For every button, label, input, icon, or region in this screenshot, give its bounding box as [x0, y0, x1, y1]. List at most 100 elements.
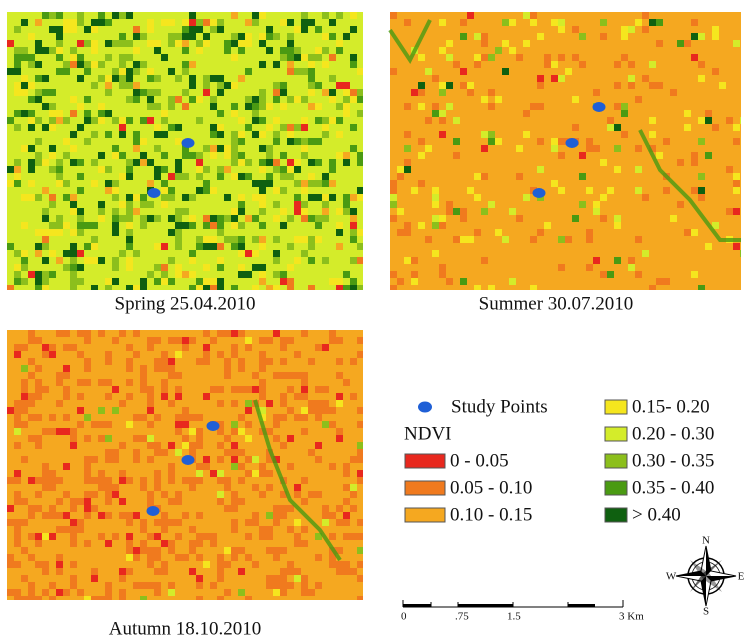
map-pixel — [133, 407, 140, 414]
map-pixel — [91, 365, 98, 372]
map-pixel — [238, 264, 245, 271]
map-pixel — [558, 138, 565, 145]
map-pixel — [404, 103, 411, 110]
map-pixel — [446, 243, 453, 250]
map-pixel — [315, 131, 322, 138]
map-pixel — [168, 194, 175, 201]
map-pixel — [168, 540, 175, 547]
map-pixel — [509, 215, 516, 222]
map-pixel — [245, 285, 252, 290]
map-pixel — [322, 173, 329, 180]
map-pixel — [77, 393, 84, 400]
map-pixel — [238, 386, 245, 393]
map-pixel — [84, 582, 91, 589]
map-pixel — [203, 512, 210, 519]
map-pixel — [565, 201, 572, 208]
map-pixel — [635, 215, 642, 222]
map-pixel — [217, 166, 224, 173]
map-pixel — [593, 208, 600, 215]
map-pixel — [147, 533, 154, 540]
map-pixel — [273, 138, 280, 145]
map-pixel — [105, 166, 112, 173]
map-pixel — [252, 131, 259, 138]
map-pixel — [77, 344, 84, 351]
map-pixel — [467, 33, 474, 40]
map-pixel — [628, 82, 635, 89]
map-pixel — [329, 463, 336, 470]
map-pixel — [154, 166, 161, 173]
map-pixel — [273, 547, 280, 554]
map-pixel — [273, 505, 280, 512]
map-pixel — [42, 138, 49, 145]
map-pixel — [301, 582, 308, 589]
map-pixel — [336, 222, 343, 229]
map-pixel — [280, 152, 287, 159]
map-pixel — [453, 208, 460, 215]
map-pixel — [350, 568, 357, 575]
map-pixel — [495, 257, 502, 264]
map-pixel — [523, 75, 530, 82]
map-pixel — [350, 285, 357, 290]
map-pixel — [196, 442, 203, 449]
map-pixel — [133, 582, 140, 589]
map-pixel — [189, 40, 196, 47]
map-pixel — [105, 435, 112, 442]
map-pixel — [460, 68, 467, 75]
map-pixel — [315, 582, 322, 589]
map-pixel — [726, 264, 733, 271]
map-pixel — [161, 201, 168, 208]
map-pixel — [357, 229, 363, 236]
map-pixel — [357, 187, 363, 194]
map-pixel — [294, 47, 301, 54]
map-pixel — [119, 575, 126, 582]
map-pixel — [719, 243, 726, 250]
map-pixel — [488, 19, 495, 26]
map-pixel — [98, 554, 105, 561]
map-pixel — [77, 278, 84, 285]
map-pixel — [558, 159, 565, 166]
map-pixel — [273, 386, 280, 393]
map-pixel — [217, 229, 224, 236]
map-pixel — [56, 407, 63, 414]
map-pixel — [266, 582, 273, 589]
map-pixel — [740, 61, 741, 68]
map-pixel — [350, 278, 357, 285]
map-pixel — [168, 173, 175, 180]
map-pixel — [224, 358, 231, 365]
map-pixel — [231, 145, 238, 152]
map-pixel — [42, 554, 49, 561]
map-pixel — [126, 82, 133, 89]
map-pixel — [49, 351, 56, 358]
map-pixel — [502, 173, 509, 180]
map-pixel — [49, 117, 56, 124]
map-pixel — [656, 208, 663, 215]
map-pixel — [642, 33, 649, 40]
map-pixel — [273, 110, 280, 117]
map-pixel — [7, 264, 14, 271]
map-pixel — [91, 568, 98, 575]
map-pixel — [446, 285, 453, 290]
map-pixel — [140, 596, 147, 600]
map-pixel — [119, 561, 126, 568]
map-pixel — [432, 194, 439, 201]
map-pixel — [126, 379, 133, 386]
map-pixel — [112, 512, 119, 519]
map-pixel — [238, 145, 245, 152]
map-pixel — [565, 243, 572, 250]
map-pixel — [446, 26, 453, 33]
map-pixel — [133, 194, 140, 201]
map-pixel — [126, 96, 133, 103]
map-pixel — [677, 201, 684, 208]
legend-label: 0.35 - 0.40 — [632, 477, 714, 498]
map-pixel — [175, 229, 182, 236]
map-pixel — [238, 201, 245, 208]
map-pixel — [259, 243, 266, 250]
map-pixel — [189, 442, 196, 449]
map-pixel — [231, 12, 238, 19]
map-pixel — [301, 152, 308, 159]
map-pixel — [600, 194, 607, 201]
map-pixel — [502, 131, 509, 138]
map-pixel — [502, 271, 509, 278]
map-pixel — [343, 152, 350, 159]
map-pixel — [154, 278, 161, 285]
